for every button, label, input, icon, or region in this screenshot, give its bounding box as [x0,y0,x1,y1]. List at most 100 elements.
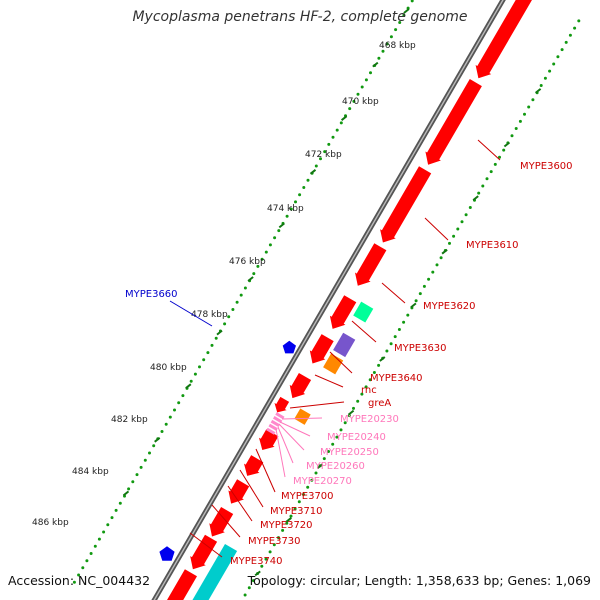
label-leader [189,532,223,558]
gene-orange [323,353,344,375]
inner-tick-dot [364,78,368,82]
outer-tick-dot [464,213,468,217]
outer-tick-dot [418,292,422,296]
outer-tick-dot [523,112,526,116]
outer-tick-dot [431,270,435,274]
inner-tick-dot [148,451,151,455]
gene-cds [244,455,264,476]
label-leader [314,374,344,388]
outer-tick-dot [306,485,310,489]
tick-label: 476 kbp [229,257,266,267]
inner-tick-dot [102,530,106,534]
outer-tick-dot [360,392,364,396]
inner-tick-dot [235,300,239,304]
inner-tick-dot [164,422,168,426]
gene-label-mype20230: MYPE20230 [340,414,399,425]
inner-tick-dot [294,200,297,204]
gene-cds [209,507,234,537]
tick-label: 480 kbp [150,363,187,373]
outer-tick-dot [485,177,489,181]
inner-tick-dot [189,379,193,383]
inner-tick-dot [127,487,131,491]
major-tick-inner [309,169,317,175]
outer-tick-dot [364,385,368,389]
inner-tick-dot [227,315,231,319]
inner-tick-dot [135,473,139,477]
inner-tick-dot [335,128,339,132]
gene-blue [282,340,296,354]
outer-tick-dot [489,170,493,174]
major-tick-inner [154,437,161,443]
inner-tick-dot [385,42,389,46]
gene-cds [425,79,482,165]
inner-tick-dot [389,35,393,39]
outer-tick-dot [452,234,456,238]
outer-tick-dot [439,256,443,260]
label-leader [381,282,406,304]
tick-label: 470 kbp [342,97,379,107]
inner-tick-dot [206,351,210,355]
label-leader [169,300,213,327]
outer-tick-dot [339,428,343,432]
inner-tick-dot [131,480,135,484]
inner-tick-dot [252,272,256,276]
gene-cds [475,0,532,79]
outer-tick-dot [552,62,556,66]
inner-tick-dot [314,164,318,168]
inner-tick-dot [106,523,110,527]
inner-tick-dot [243,286,247,290]
gene-cyan [192,544,238,600]
outer-tick-dot [268,550,272,554]
gene-cds [309,334,334,364]
inner-tick-dot [89,552,93,555]
inner-tick-dot [143,458,147,462]
inner-tick-dot [352,99,356,103]
gene-label-mype20250: MYPE20250 [320,447,379,458]
gene-orange [294,408,311,425]
outer-tick-dot [356,399,360,403]
major-tick-outer [441,248,448,255]
outer-tick-dot [448,241,451,245]
outer-tick-dot [414,299,418,303]
inner-tick-dot [410,0,414,3]
outer-tick-dot [310,478,314,482]
label-leader [227,485,253,522]
outer-tick-dot [385,349,389,353]
label-leader [255,448,276,493]
inner-tick-dot [394,28,398,32]
outer-tick-dot [493,162,497,166]
gene-rrna [353,301,374,323]
inner-tick-dot [398,21,402,24]
outer-tick-dot [372,371,376,374]
outer-tick-dot [406,313,410,317]
inner-tick-dot [168,415,172,419]
outer-tick-dot [302,493,305,496]
inner-tick-dot [264,250,268,254]
outer-tick-dot [389,342,393,346]
inner-tick-dot [110,516,114,520]
outer-tick-dot [518,119,522,123]
label-leader [424,217,449,241]
major-tick-inner [340,115,348,121]
label-leader [279,421,311,437]
inner-tick-dot [327,142,331,146]
major-tick-outer [503,141,511,148]
outer-tick-dot [397,328,401,331]
outer-tick-dot [352,406,355,410]
outer-tick-dot [435,263,439,267]
outer-tick-dot [573,26,577,30]
outer-tick-dot [322,457,326,461]
major-tick-inner [122,490,130,497]
gene-label-mype3710: MYPE3710 [270,506,323,517]
inner-tick-dot [152,444,156,448]
inner-tick-dot [339,121,343,125]
tick-label: 468 kbp [379,41,416,51]
gene-label-mype20260: MYPE20260 [306,461,365,472]
label-leader [277,426,294,464]
gene-cds [167,569,197,600]
inner-tick-dot [139,465,143,469]
inner-tick-dot [160,430,164,433]
major-tick-inner [185,383,192,389]
gene-label-mype3620: MYPE3620 [423,301,476,312]
